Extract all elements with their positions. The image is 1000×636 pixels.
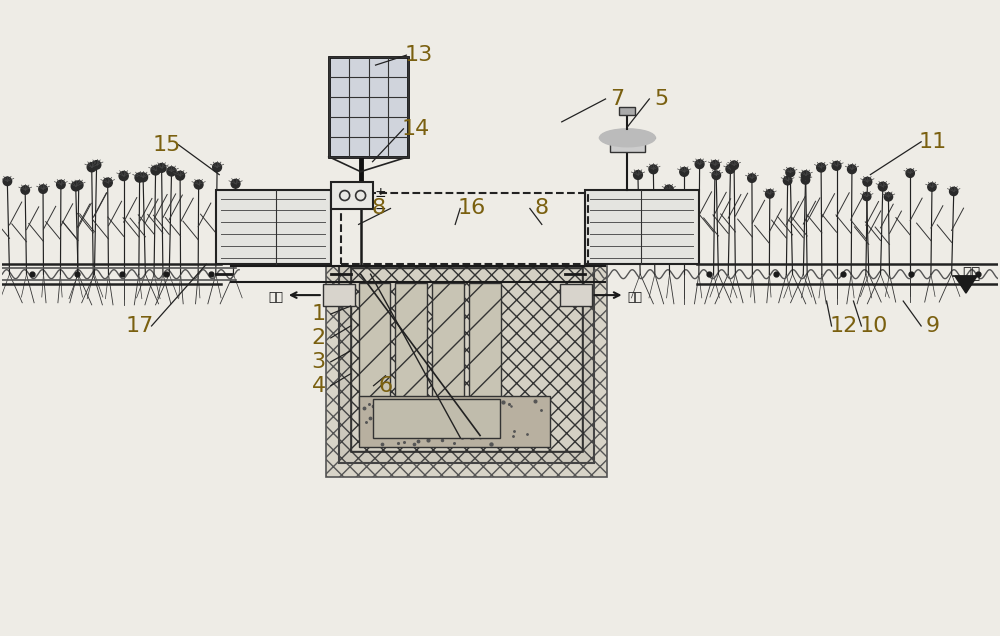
Text: 9: 9 bbox=[926, 316, 940, 336]
Circle shape bbox=[119, 172, 128, 181]
Circle shape bbox=[884, 193, 893, 201]
Bar bbox=[585, 190, 699, 264]
Circle shape bbox=[928, 183, 936, 191]
Circle shape bbox=[766, 190, 774, 198]
Bar bbox=[329, 57, 408, 156]
Text: 16: 16 bbox=[458, 198, 486, 219]
Circle shape bbox=[711, 160, 719, 169]
Bar bbox=[610, 138, 645, 152]
Bar bbox=[216, 190, 331, 264]
Circle shape bbox=[726, 165, 735, 174]
Circle shape bbox=[167, 167, 176, 176]
Circle shape bbox=[87, 163, 96, 172]
Bar bbox=[351, 268, 582, 452]
Text: 6: 6 bbox=[378, 376, 393, 396]
Circle shape bbox=[748, 174, 756, 183]
Circle shape bbox=[848, 165, 856, 174]
Bar bbox=[331, 182, 373, 209]
Text: 14: 14 bbox=[401, 119, 429, 139]
Ellipse shape bbox=[600, 129, 655, 147]
Circle shape bbox=[863, 177, 872, 186]
Circle shape bbox=[801, 176, 810, 184]
Circle shape bbox=[3, 177, 12, 186]
Circle shape bbox=[71, 182, 80, 191]
Bar bbox=[359, 283, 390, 438]
Bar bbox=[619, 107, 635, 115]
Text: −: − bbox=[375, 202, 386, 216]
Text: 11: 11 bbox=[919, 132, 947, 152]
Circle shape bbox=[863, 192, 871, 200]
Circle shape bbox=[39, 185, 47, 193]
Text: 17: 17 bbox=[125, 316, 154, 336]
Text: 水面: 水面 bbox=[962, 266, 980, 281]
Circle shape bbox=[817, 163, 826, 172]
Text: 13: 13 bbox=[404, 45, 432, 65]
Circle shape bbox=[878, 182, 887, 191]
Circle shape bbox=[231, 179, 240, 188]
Bar bbox=[359, 396, 550, 448]
Bar bbox=[326, 266, 607, 477]
Text: 出水: 出水 bbox=[268, 291, 283, 304]
Circle shape bbox=[103, 178, 112, 187]
Bar bbox=[373, 399, 500, 438]
Bar bbox=[341, 193, 588, 264]
Text: 8: 8 bbox=[535, 198, 549, 219]
Bar bbox=[339, 266, 594, 464]
Circle shape bbox=[74, 181, 83, 190]
Circle shape bbox=[139, 173, 148, 182]
Bar bbox=[323, 284, 355, 306]
Text: ±: ± bbox=[375, 186, 386, 200]
Circle shape bbox=[213, 163, 221, 172]
Bar bbox=[351, 268, 582, 452]
Circle shape bbox=[664, 185, 673, 194]
Text: 3: 3 bbox=[312, 352, 326, 372]
Circle shape bbox=[801, 171, 810, 179]
Text: 出水: 出水 bbox=[627, 291, 642, 304]
Circle shape bbox=[906, 169, 914, 177]
Circle shape bbox=[194, 180, 203, 189]
Circle shape bbox=[712, 171, 721, 179]
Text: 12: 12 bbox=[829, 316, 858, 336]
Text: 4: 4 bbox=[312, 376, 326, 396]
Circle shape bbox=[783, 176, 792, 185]
Text: 7: 7 bbox=[610, 89, 625, 109]
Circle shape bbox=[157, 163, 166, 172]
Circle shape bbox=[786, 168, 795, 177]
Circle shape bbox=[950, 187, 958, 195]
Circle shape bbox=[730, 161, 738, 169]
Circle shape bbox=[649, 165, 658, 174]
Bar bbox=[395, 283, 427, 438]
Polygon shape bbox=[955, 276, 977, 293]
Bar bbox=[469, 283, 501, 438]
Circle shape bbox=[21, 186, 29, 194]
Bar bbox=[432, 283, 464, 438]
Text: 1: 1 bbox=[312, 304, 326, 324]
Text: 15: 15 bbox=[152, 135, 181, 155]
Circle shape bbox=[634, 170, 642, 179]
Circle shape bbox=[176, 171, 185, 180]
Circle shape bbox=[680, 167, 689, 176]
Text: 10: 10 bbox=[859, 316, 888, 336]
Text: 8: 8 bbox=[371, 198, 386, 219]
Circle shape bbox=[832, 162, 841, 170]
Text: 5: 5 bbox=[654, 89, 668, 109]
Circle shape bbox=[92, 161, 101, 169]
Circle shape bbox=[57, 180, 65, 189]
Text: 2: 2 bbox=[312, 328, 326, 348]
Bar bbox=[560, 284, 592, 306]
Circle shape bbox=[695, 160, 704, 169]
Circle shape bbox=[151, 166, 160, 175]
Circle shape bbox=[135, 173, 144, 182]
